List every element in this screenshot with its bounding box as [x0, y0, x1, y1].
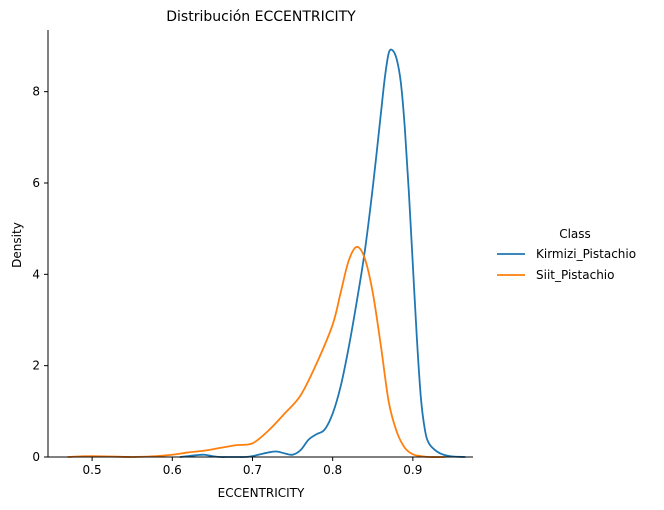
series-line-siit-pistachio: [67, 246, 446, 458]
series-line-kirmizi-pistachio: [179, 48, 466, 458]
x-tick-label: 0.6: [163, 463, 182, 477]
legend: Class Kirmizi_Pistachio Siit_Pistachio: [497, 227, 636, 282]
chart-title: Distribución ECCENTRICITY: [166, 9, 356, 25]
y-tick-label: 8: [32, 85, 40, 99]
x-ticks: 0.5 0.6 0.7 0.8 0.9: [83, 457, 422, 477]
y-tick-label: 4: [32, 267, 40, 281]
plot-area: [67, 48, 466, 458]
y-tick-label: 6: [32, 176, 40, 190]
x-axis-label: ECCENTRICITY: [218, 486, 305, 500]
y-tick-label: 2: [32, 359, 40, 373]
x-tick-label: 0.9: [403, 463, 422, 477]
legend-entry-label: Siit_Pistachio: [536, 268, 615, 282]
y-axis-label: Density: [10, 222, 24, 268]
y-tick-label: 0: [32, 450, 40, 464]
legend-entry-label: Kirmizi_Pistachio: [536, 247, 636, 261]
x-tick-label: 0.7: [243, 463, 262, 477]
y-ticks: 0 2 4 6 8: [32, 85, 48, 464]
legend-title: Class: [559, 227, 591, 241]
x-tick-label: 0.8: [323, 463, 342, 477]
x-tick-label: 0.5: [83, 463, 102, 477]
